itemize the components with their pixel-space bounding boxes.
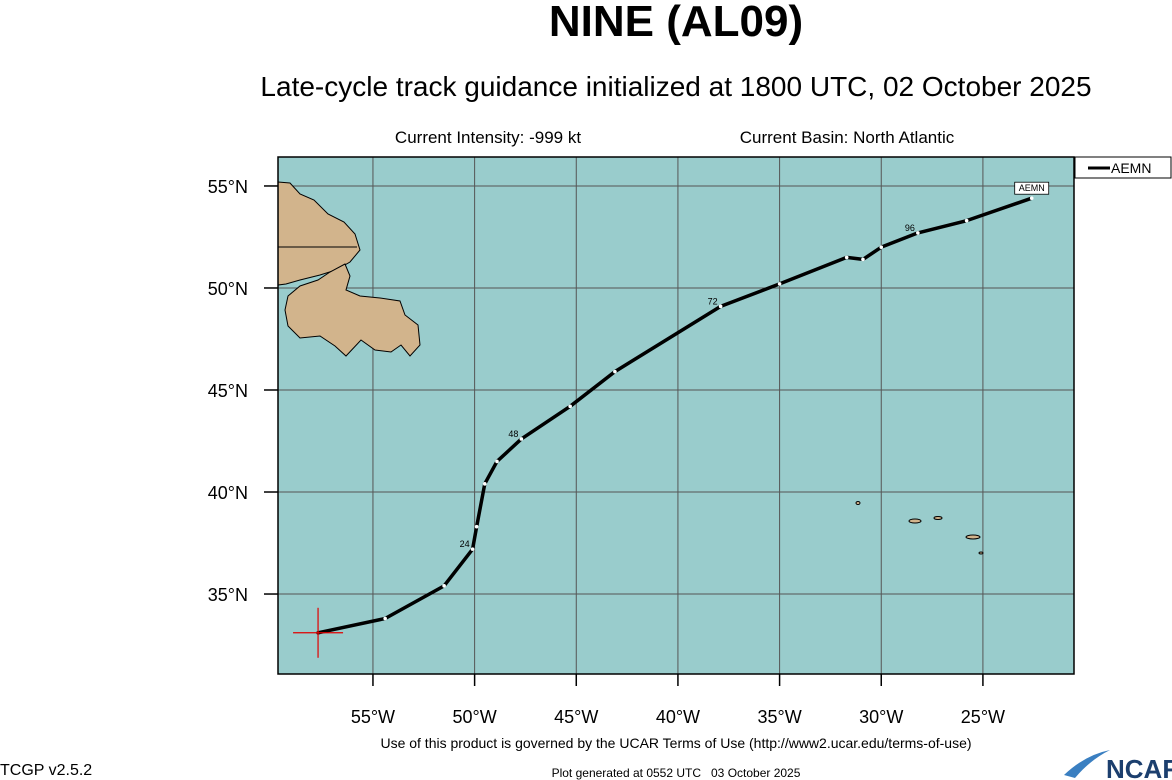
track-point <box>1029 196 1034 201</box>
track-point <box>482 482 487 486</box>
terms: Use of this product is governed by the U… <box>380 735 971 751</box>
end-label-box <box>1014 181 1050 195</box>
logo: NCAR <box>1064 750 1172 780</box>
island <box>965 534 981 540</box>
island <box>933 516 943 520</box>
track-point <box>718 304 723 309</box>
track-point <box>474 524 479 529</box>
land <box>277 181 984 555</box>
track: 24 48 72 96 AEMN <box>293 181 1050 658</box>
track-point <box>964 218 969 223</box>
x-tick-label: 55°W <box>351 707 395 727</box>
track-point <box>519 437 524 441</box>
hour-label: 48 <box>508 429 518 439</box>
axes: 55°W 50°W 45°W 40°W 35°W 30°W 25°W 35°N 40°N 45°N… <box>208 177 1005 727</box>
basin: Current Basin: North Atlantic <box>740 128 955 147</box>
grid <box>278 157 1074 674</box>
hour-label: 72 <box>708 296 718 306</box>
x-tick-label: 45°W <box>554 707 598 727</box>
version: TCGP v2.5.2 <box>0 762 92 779</box>
track-point <box>568 404 572 409</box>
y-tick-label: 40°N <box>208 483 248 503</box>
generated: Plot generated at 0552 UTC 03 October 20… <box>552 766 801 780</box>
x-tick-label: 25°W <box>961 707 1005 727</box>
legend-label: AEMN <box>1111 160 1151 176</box>
x-tick-label: 50°W <box>453 707 497 727</box>
ocean <box>278 157 1074 674</box>
map: 24 48 72 96 AEMN <box>277 156 1075 675</box>
hour-label: 24 <box>460 539 470 549</box>
end-label: AEMN <box>1019 183 1045 193</box>
labrador <box>277 181 361 286</box>
chart-subtitle: Late-cycle track guidance initialized at… <box>260 71 1091 102</box>
island <box>908 518 922 524</box>
track-point <box>383 616 387 621</box>
y-tick-label: 35°N <box>208 585 248 605</box>
x-tick-label: 35°W <box>757 707 801 727</box>
chart-title: NINE (AL09) <box>549 0 803 46</box>
track-point <box>470 547 475 551</box>
x-tick-label: 40°W <box>656 707 700 727</box>
hour-label: 96 <box>905 223 915 233</box>
island <box>855 501 861 505</box>
track-point <box>777 282 782 286</box>
map-frame <box>277 156 1075 675</box>
y-tick-label: 45°N <box>208 381 248 401</box>
track-point <box>613 369 617 374</box>
logo-swoosh <box>1064 750 1110 778</box>
legend-box <box>1074 156 1172 179</box>
track-point <box>916 231 920 235</box>
track-point <box>861 257 865 262</box>
logo-text: NCAR <box>1106 754 1172 780</box>
legend: AEMN <box>1074 156 1172 179</box>
track-point <box>844 255 849 260</box>
track-line <box>317 196 1033 635</box>
intensity: Current Intensity: -999 kt <box>395 128 581 147</box>
x-tick-label: 30°W <box>859 707 903 727</box>
newfoundland <box>284 263 421 357</box>
track-point <box>442 584 446 588</box>
track-point <box>495 459 499 464</box>
track-point <box>879 245 884 249</box>
y-tick-label: 55°N <box>208 177 248 197</box>
y-tick-label: 50°N <box>208 279 248 299</box>
island <box>978 551 984 555</box>
